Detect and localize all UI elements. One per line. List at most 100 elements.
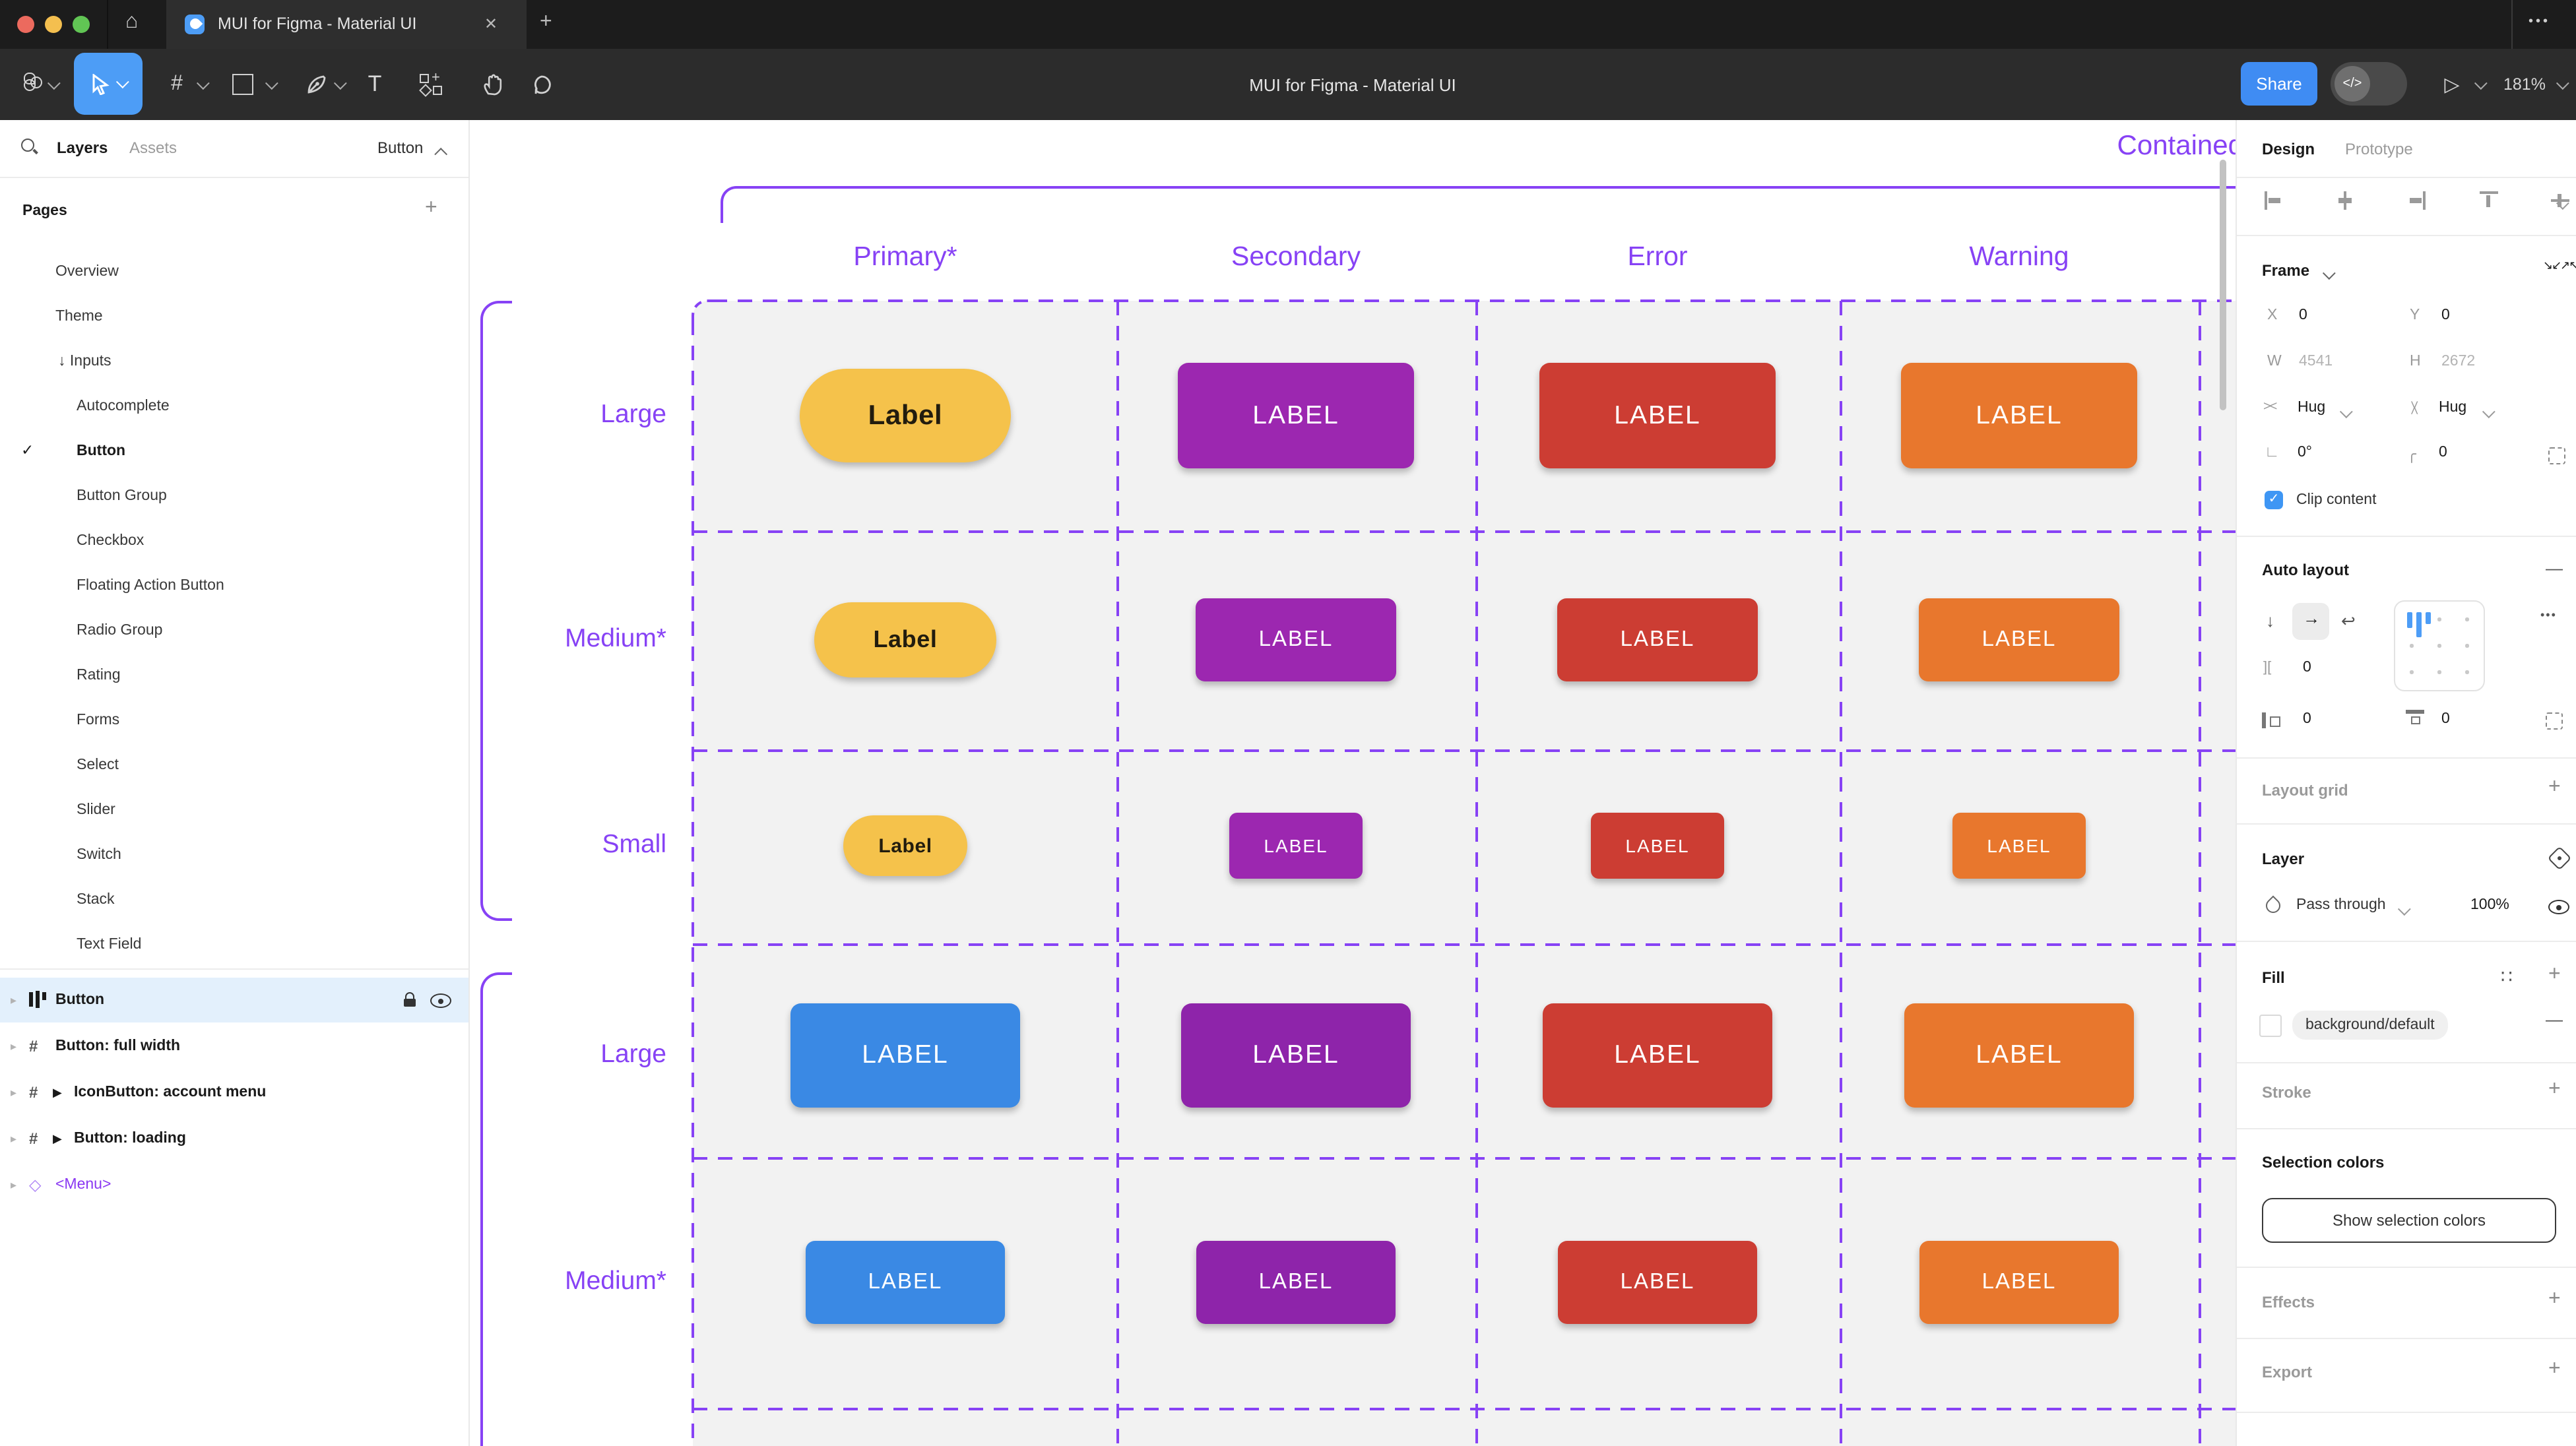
canvas-button[interactable]: LABEL (1901, 363, 2137, 468)
column-header-error[interactable]: Error (1627, 241, 1688, 272)
hug-v-chevron-icon[interactable] (2482, 405, 2496, 422)
align-top-icon[interactable] (2478, 190, 2499, 211)
pen-tool-chevron-icon[interactable] (330, 49, 346, 120)
tab-active[interactable]: MUI for Figma - Material UI ✕ (166, 0, 527, 49)
layer-row-button-full-width[interactable]: ▸ # Button: full width (0, 1024, 468, 1069)
home-icon[interactable]: ⌂ (125, 11, 139, 33)
gap-value[interactable]: 0 (2303, 660, 2311, 676)
canvas-button[interactable]: LABEL (1196, 1241, 1396, 1324)
auto-layout-more-icon[interactable]: ••• (2540, 608, 2557, 621)
canvas[interactable]: Contained Primary* Secondary Error Warni… (470, 120, 2236, 1446)
clip-content-checkbox[interactable]: ✓ (2265, 491, 2283, 509)
expand-caret-icon[interactable]: ▸ (11, 1040, 17, 1053)
canvas-button[interactable]: Label (800, 369, 1011, 462)
add-fill-icon[interactable]: + (2548, 963, 2561, 986)
canvas-button[interactable]: LABEL (1904, 1003, 2134, 1108)
add-stroke-icon[interactable]: + (2548, 1078, 2561, 1100)
remove-auto-layout-icon[interactable]: — (2546, 558, 2563, 578)
resources-tool-button[interactable]: + (414, 49, 446, 120)
alignment-widget[interactable] (2394, 600, 2485, 691)
opacity-value[interactable]: 100% (2470, 897, 2509, 913)
move-tool-button[interactable] (74, 53, 143, 115)
blend-mode-icon[interactable] (2551, 850, 2569, 872)
dev-mode-toggle[interactable]: </> (2331, 62, 2407, 106)
align-right-icon[interactable] (2406, 190, 2428, 211)
layer-row-menu-instance[interactable]: ▸ ◇ <Menu> (0, 1162, 468, 1207)
sidebar-page-autocomplete[interactable]: Autocomplete (77, 398, 170, 414)
canvas-button[interactable]: LABEL (1919, 1241, 2119, 1324)
canvas-button[interactable]: LABEL (1591, 813, 1724, 879)
show-selection-colors-button[interactable]: Show selection colors (2262, 1198, 2556, 1243)
fill-styles-icon[interactable]: ∷ (2501, 966, 2513, 987)
sidebar-page-text-field[interactable]: Text Field (77, 937, 142, 953)
expand-caret-icon[interactable]: ▸ (11, 993, 17, 1007)
column-header-secondary[interactable]: Secondary (1231, 241, 1361, 272)
hug-horizontal-value[interactable]: Hug (2298, 400, 2326, 416)
hug-h-chevron-icon[interactable] (2339, 405, 2353, 422)
align-h-center-icon[interactable] (2334, 190, 2356, 211)
comment-tool-button[interactable] (525, 49, 557, 120)
sidebar-page-switch[interactable]: Switch (77, 847, 121, 863)
wrap-icon[interactable]: ↩ (2341, 611, 2356, 631)
sidebar-page-checkbox[interactable]: Checkbox (77, 533, 145, 549)
window-close-button[interactable] (17, 16, 34, 33)
share-button[interactable]: Share (2241, 62, 2317, 106)
column-header-primary[interactable]: Primary* (853, 241, 957, 272)
canvas-button[interactable]: LABEL (1919, 598, 2119, 681)
window-overflow-icon[interactable]: ••• (2528, 15, 2551, 29)
corner-radius-value[interactable]: 0 (2439, 445, 2447, 460)
shape-tool-chevron-icon[interactable] (261, 49, 278, 120)
distribute-chevron-icon[interactable] (2556, 197, 2569, 214)
new-tab-icon[interactable]: + (540, 11, 552, 33)
layer-visibility-eye-icon[interactable] (2548, 898, 2569, 918)
independent-padding-icon[interactable] (2546, 712, 2563, 734)
window-zoom-button[interactable] (73, 16, 90, 33)
canvas-button[interactable]: LABEL (1229, 813, 1363, 879)
blend-mode-value[interactable]: Pass through (2296, 897, 2386, 913)
remove-fill-icon[interactable]: — (2546, 1009, 2563, 1029)
tab-layers[interactable]: Layers (57, 139, 108, 157)
padding-horizontal-value[interactable]: 0 (2303, 711, 2311, 727)
tab-prototype[interactable]: Prototype (2345, 140, 2413, 158)
hand-tool-button[interactable] (476, 49, 508, 120)
direction-down-icon[interactable]: ↓ (2266, 611, 2274, 631)
sidebar-page-overview[interactable]: Overview (55, 264, 119, 280)
add-page-icon[interactable]: + (425, 197, 437, 219)
present-chevron-icon[interactable] (2470, 49, 2487, 120)
tab-assets[interactable]: Assets (129, 139, 177, 157)
collapse-pages-icon[interactable] (434, 145, 448, 161)
blend-chevron-icon[interactable] (2397, 902, 2411, 920)
shape-tool-button[interactable] (227, 49, 259, 120)
y-value[interactable]: 0 (2441, 307, 2450, 323)
align-v-center-icon[interactable] (2550, 190, 2571, 211)
sidebar-page-stack[interactable]: Stack (77, 892, 115, 908)
canvas-button[interactable]: LABEL (1543, 1003, 1772, 1108)
layer-row-button[interactable]: ▸ Button (0, 978, 468, 1022)
expand-caret-icon[interactable]: ▸ (11, 1132, 17, 1145)
collapse-panel-icon[interactable]: ↘↙↗↖ (2543, 259, 2576, 272)
direction-right-button[interactable]: → (2292, 603, 2329, 640)
frame-tool-button[interactable]: # (171, 73, 183, 95)
align-left-icon[interactable] (2263, 190, 2284, 211)
main-menu-button[interactable] (16, 49, 63, 120)
sidebar-page-theme[interactable]: Theme (55, 309, 103, 325)
document-title[interactable]: MUI for Figma - Material UI (1249, 75, 1456, 95)
add-effect-icon[interactable]: + (2548, 1288, 2561, 1310)
layer-row-button-loading[interactable]: ▸ # ▶ Button: loading (0, 1116, 468, 1161)
sidebar-page-radio-group[interactable]: Radio Group (77, 623, 163, 639)
sidebar-page-rating[interactable]: Rating (77, 668, 121, 683)
frame-tool-chevron-icon[interactable] (193, 49, 209, 120)
text-tool-button[interactable]: T (368, 71, 382, 96)
zoom-level[interactable]: 181% (2503, 75, 2546, 94)
canvas-button[interactable]: Label (814, 602, 996, 677)
expand-caret-icon[interactable]: ▸ (11, 1086, 17, 1099)
column-header-warning[interactable]: Warning (1969, 241, 2069, 272)
canvas-button[interactable]: LABEL (1196, 598, 1396, 681)
add-export-icon[interactable]: + (2548, 1358, 2561, 1380)
page-indicator[interactable]: Button (377, 139, 424, 157)
sidebar-page-select[interactable]: Select (77, 757, 119, 773)
sidebar-page-button-group[interactable]: Button Group (77, 488, 167, 504)
independent-corners-icon[interactable] (2548, 447, 2565, 468)
w-value[interactable]: 4541 (2299, 354, 2333, 369)
canvas-button[interactable]: LABEL (1181, 1003, 1411, 1108)
